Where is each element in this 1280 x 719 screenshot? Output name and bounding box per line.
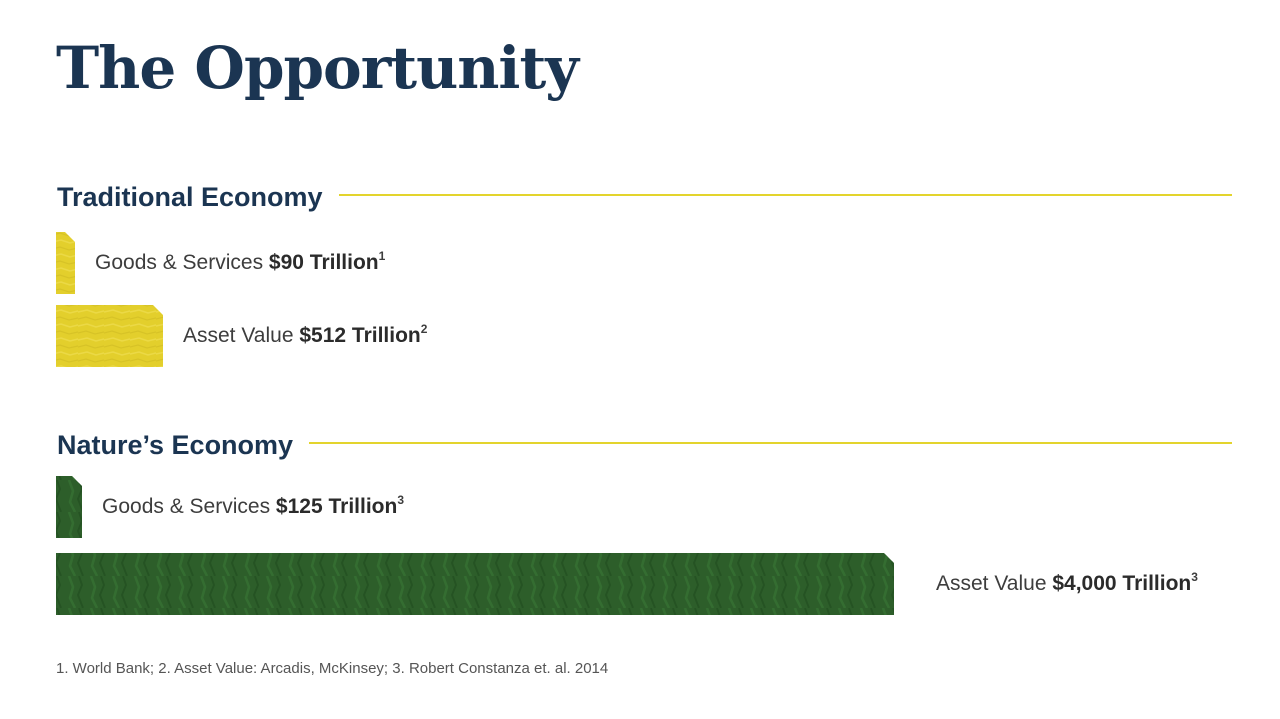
bar-value-label: $4,000 Trillion (1052, 572, 1192, 595)
footnote-marker: 1 (378, 249, 386, 263)
natures-economy-divider (57, 442, 1232, 444)
footnote-marker: 3 (1191, 570, 1198, 584)
traditional-goods-services-bar-texture (56, 232, 75, 294)
sources-footnote: 1. World Bank; 2. Asset Value: Arcadis, … (56, 660, 609, 677)
traditional-goods-services-label: Goods & Services $90 Trillion1 (95, 249, 385, 277)
nature-goods-services-bar-texture (56, 476, 82, 538)
bar-value-label: $125 Trillion (275, 495, 398, 518)
traditional-asset-value-label: Asset Value $512 Trillion2 (183, 322, 427, 350)
traditional-economy-heading: Traditional Economy (57, 180, 339, 214)
nature-goods-services-label: Goods & Services $125 Trillion3 (102, 493, 404, 521)
bar-category-label: Goods & Services (95, 251, 264, 274)
bar-value-label: $512 Trillion (299, 324, 421, 347)
traditional-economy-divider (57, 194, 1232, 196)
bar-category-label: Asset Value (936, 572, 1047, 595)
natures-economy-heading: Nature’s Economy (57, 428, 310, 462)
bar-category-label: Goods & Services (102, 495, 271, 518)
traditional-asset-value-bar-texture (56, 305, 163, 367)
page-title: The Opportunity (56, 34, 579, 102)
bar-value-label: $90 Trillion (268, 251, 379, 274)
nature-asset-value-bar-texture (56, 553, 894, 615)
footnote-marker: 3 (397, 493, 404, 507)
nature-asset-value-label: Asset Value $4,000 Trillion3 (936, 570, 1198, 598)
bar-category-label: Asset Value (183, 324, 294, 347)
footnote-marker: 2 (420, 322, 428, 336)
